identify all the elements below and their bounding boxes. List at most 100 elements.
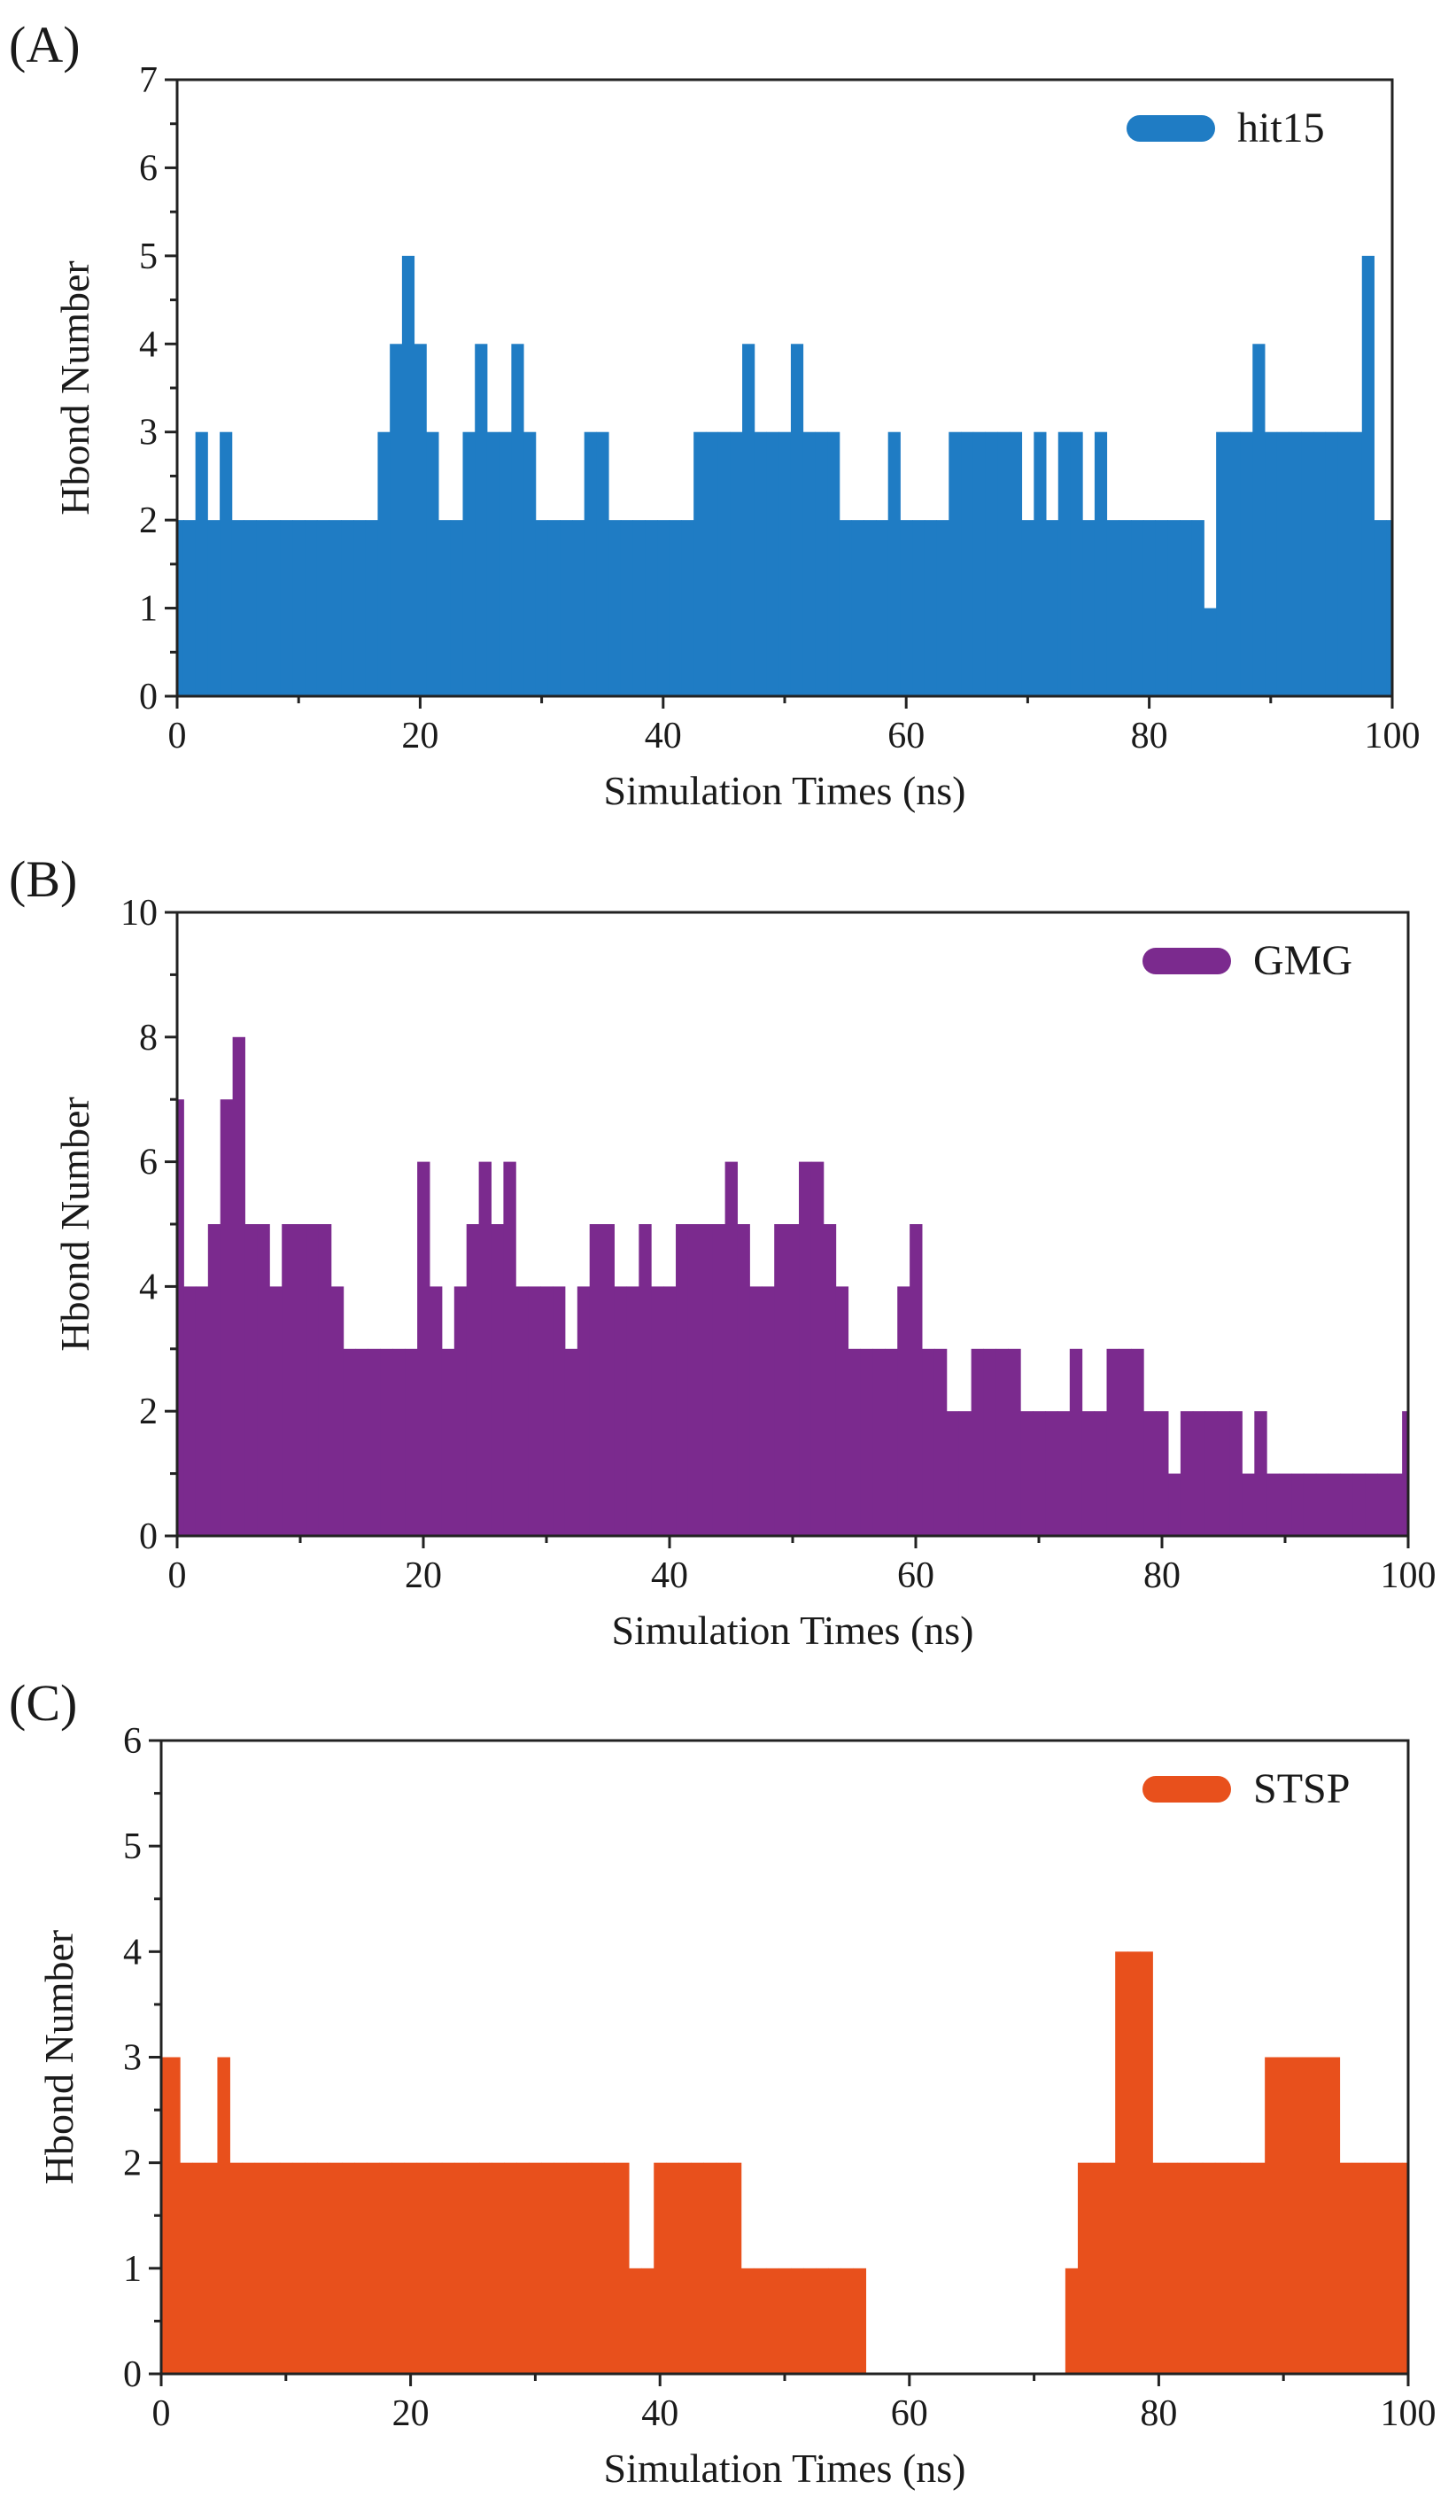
bar [1021,520,1034,696]
bar [367,2162,380,2374]
bar [1315,1473,1329,1536]
bar [678,2162,692,2374]
bar [1279,1473,1292,1536]
x-tick-label: 40 [651,1555,688,1596]
bar [504,2162,517,2374]
bar [596,431,609,696]
bar [651,1286,664,1536]
bar [317,2162,330,2374]
bar [377,431,391,696]
bar [1070,431,1083,696]
bar [900,520,913,696]
bar [195,431,208,696]
bar [1119,520,1132,696]
bar [717,431,731,696]
bar [816,2268,829,2374]
bar [835,1286,849,1536]
bar [1127,1951,1141,2374]
bar [864,520,877,696]
bar [1090,2162,1104,2374]
y-tick-label: 4 [139,324,158,365]
y-tick-label: 2 [139,500,158,541]
x-axis-title: Simulation Times (ns) [604,768,966,813]
bar [1340,1473,1353,1536]
x-tick-label: 80 [1131,716,1168,756]
series-bars [177,1036,1409,1536]
bar [1377,1473,1390,1536]
bar [641,2268,654,2374]
bar [342,2162,355,2374]
bar [232,1036,245,1536]
bar [802,431,816,696]
bar [1265,2057,1278,2374]
legend-label: GMG [1253,937,1352,984]
bar [220,431,233,696]
bar [860,1348,873,1536]
bar [392,1348,406,1536]
bar [629,2268,642,2374]
bar [291,2162,306,2374]
bar [341,520,354,696]
bar [1082,520,1096,696]
bar [244,520,257,696]
bar [1106,1348,1119,1536]
bar [1386,520,1393,696]
bar [765,2268,779,2374]
bar [1374,520,1387,696]
legend-label: hit15 [1237,105,1325,151]
bar [1033,1411,1046,1536]
bar [1239,2162,1253,2374]
bar [728,2162,742,2374]
x-tick-label: 60 [887,716,925,756]
bar [1303,1473,1317,1536]
bar [1265,431,1278,696]
bar [503,1161,516,1536]
bar [1192,1411,1206,1536]
bar [620,520,634,696]
bar [571,520,585,696]
x-tick-label: 100 [1365,716,1421,756]
bar [430,1286,443,1536]
y-tick-label: 0 [123,2354,142,2395]
bar [1131,520,1144,696]
bar [786,1224,800,1536]
y-tick-label: 6 [123,1721,142,1762]
bar [269,1286,283,1536]
y-tick-label: 7 [139,60,158,101]
bar [466,1224,480,1536]
bar [343,1348,357,1536]
bar [292,520,306,696]
bar [666,2162,679,2374]
bar [657,520,670,696]
x-tick-label: 20 [392,2393,430,2434]
bar [547,520,561,696]
bar [1217,1411,1230,1536]
bar [730,431,743,696]
bar [177,1099,184,1536]
bar [1057,1411,1071,1536]
bar [1202,2162,1216,2374]
bar [1352,1473,1366,1536]
bar [429,2162,443,2374]
y-axis-title: Hbond Number [52,260,97,515]
bar [391,2162,406,2374]
bar [1302,2057,1315,2374]
bar [1361,255,1375,696]
bar [669,520,682,696]
bar [1291,1473,1305,1536]
bar [848,1348,861,1536]
bar [355,1348,368,1536]
bar [949,431,962,696]
bar [737,1224,750,1536]
bar [1103,2162,1116,2374]
bar [404,2162,418,2374]
bar [205,2162,218,2374]
bar [1020,1411,1034,1536]
y-tick-label: 4 [123,1932,142,1973]
y-axis-title: Hbond Number [52,1097,97,1351]
bar [1364,2162,1378,2374]
bar [177,520,184,696]
